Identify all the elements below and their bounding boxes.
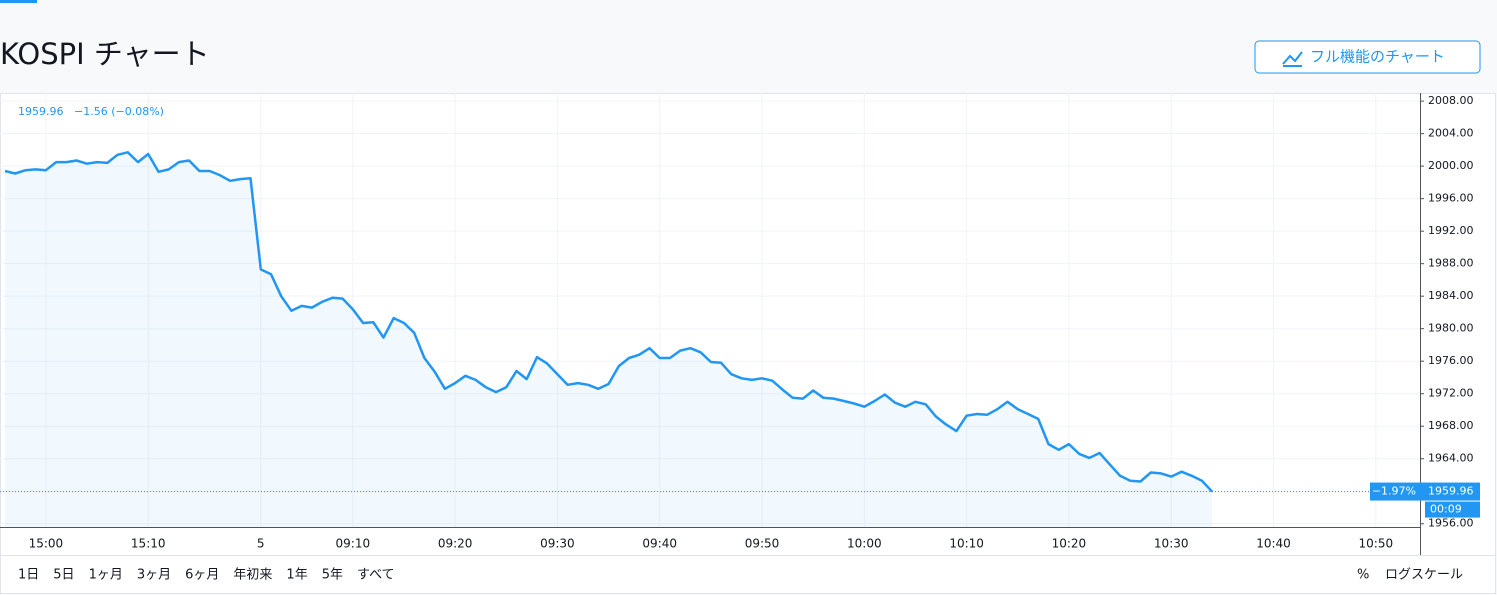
- last-price-box: [1420, 482, 1480, 501]
- x-tick-label: 09:20: [438, 537, 473, 551]
- x-tick-label: 09:30: [540, 537, 575, 551]
- y-tick-label: 1988.00: [1428, 257, 1474, 270]
- percent-toggle[interactable]: %: [1357, 568, 1369, 583]
- y-tick-label: 1996.00: [1428, 192, 1474, 205]
- x-tick-label: 15:10: [131, 537, 166, 551]
- x-tick-label: 09:40: [642, 537, 677, 551]
- y-tick-label: 2008.00: [1428, 94, 1474, 107]
- range-button[interactable]: 6ヶ月: [185, 568, 219, 583]
- x-tick-label: 5: [257, 537, 265, 551]
- x-tick-label: 10:30: [1154, 537, 1189, 551]
- y-tick-label: 1972.00: [1428, 387, 1474, 400]
- x-tick-label: 09:10: [336, 537, 371, 551]
- legend-price: 1959.96: [18, 105, 64, 118]
- range-button[interactable]: 5日: [53, 568, 74, 583]
- button-frame[interactable]: [1254, 40, 1481, 74]
- change-box: [1370, 482, 1420, 501]
- y-tick-label: 1964.00: [1428, 452, 1474, 465]
- y-tick-label: 1992.00: [1428, 224, 1474, 237]
- countdown-box: [1425, 501, 1480, 518]
- page-title: KOSPI チャート: [0, 37, 210, 71]
- range-button[interactable]: 3ヶ月: [137, 568, 171, 583]
- x-tick-label: 10:40: [1256, 537, 1291, 551]
- price-line: [4, 151, 1214, 493]
- countdown-label: 00:09: [1430, 503, 1462, 516]
- last-price-label: 1959.96: [1428, 485, 1474, 498]
- y-tick-label: 2004.00: [1428, 127, 1474, 140]
- x-tick-label: 09:50: [745, 537, 780, 551]
- range-button[interactable]: すべて: [357, 568, 395, 583]
- button-icon[interactable]: [1282, 51, 1303, 67]
- x-tick-label: 10:10: [949, 537, 984, 551]
- y-tick-label: 1980.00: [1428, 322, 1474, 335]
- toolbar: 1日 5日 1ヶ月 3ヶ月 6ヶ月 年初来 1年 5年 すべて: [18, 568, 395, 583]
- range-button[interactable]: 年初来: [233, 568, 272, 583]
- area-fill: [5, 152, 1213, 528]
- button-label[interactable]: フル機能のチャート: [1310, 48, 1445, 66]
- range-button[interactable]: 5年: [322, 568, 343, 583]
- range-button[interactable]: 1日: [18, 568, 39, 583]
- chart-panel: [0, 93, 1496, 594]
- active-tab: [0, 0, 37, 3]
- x-tick-label: 10:20: [1052, 537, 1087, 551]
- plot: [0, 93, 1420, 528]
- x-tick-label: 10:50: [1359, 537, 1394, 551]
- y-tick-label: 1968.00: [1428, 419, 1474, 432]
- x-tick-label: 10:00: [847, 537, 882, 551]
- log-scale-toggle[interactable]: ログスケール: [1385, 568, 1463, 583]
- y-tick-label: 1956.00: [1428, 517, 1474, 530]
- range-button[interactable]: 1ヶ月: [89, 568, 123, 583]
- y-tick-label: 1976.00: [1428, 354, 1474, 367]
- x-tick-label: 15:00: [29, 537, 64, 551]
- change-label: −1.97%: [1372, 485, 1416, 498]
- legend-change: −1.56 (−0.08%): [74, 105, 164, 118]
- y-tick-label: 1984.00: [1428, 289, 1474, 302]
- full-chart-button[interactable]: フル機能のチャート: [1254, 40, 1481, 74]
- y-tick-label: 2000.00: [1428, 159, 1474, 172]
- range-button[interactable]: 1年: [286, 568, 307, 583]
